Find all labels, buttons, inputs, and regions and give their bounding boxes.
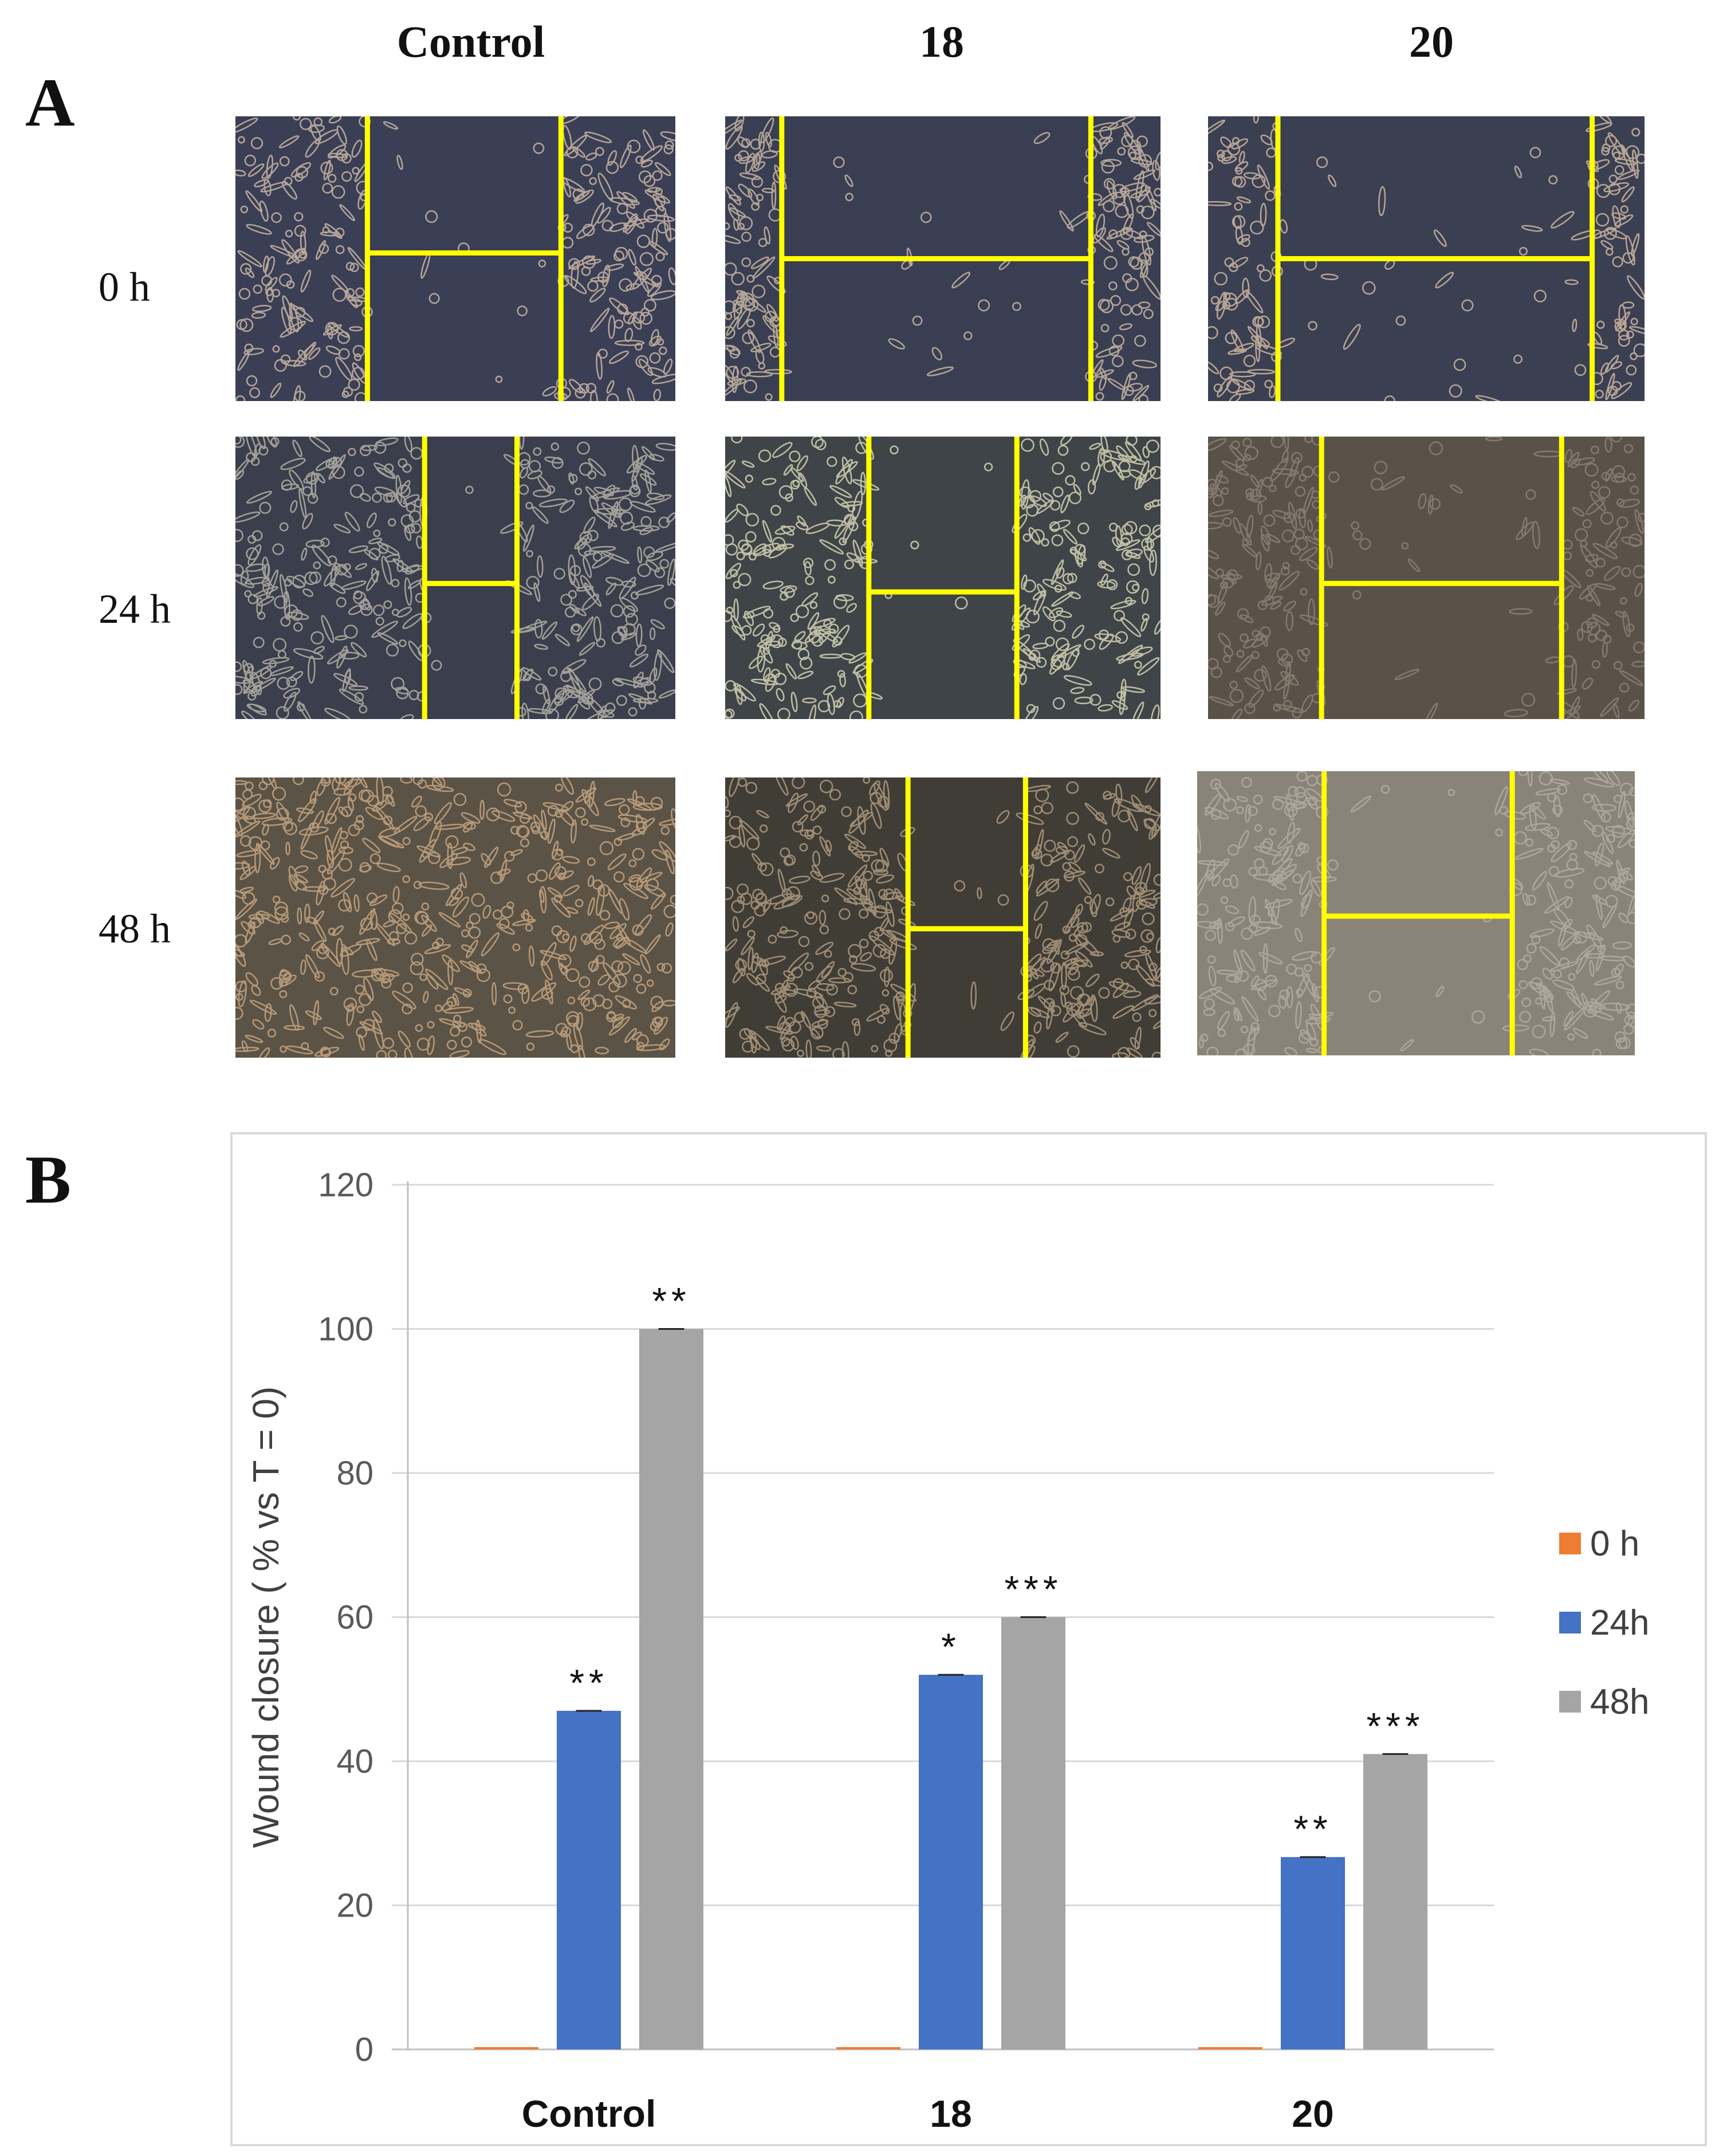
column-label-18: 18 [919, 17, 964, 66]
significance-label: ** [652, 1280, 690, 1322]
micrograph-18-0h-drawing [725, 116, 1161, 401]
bar-24h-18 [919, 1675, 983, 2049]
y-tick-label: 80 [336, 1455, 373, 1492]
x-tick-label: Control [522, 2092, 656, 2135]
significance-label: ** [1293, 1808, 1332, 1850]
micrograph-control-0h-drawing [235, 116, 675, 401]
bar-24h-20 [1281, 1857, 1345, 2049]
micrograph-18-24h [725, 437, 1161, 719]
micrograph-20-0h [1208, 116, 1645, 401]
y-tick-label: 120 [318, 1167, 373, 1204]
micrograph-20-24h [1208, 437, 1645, 719]
micrograph-18-0h [725, 116, 1161, 401]
micrograph-20-24h-drawing [1208, 437, 1645, 719]
y-tick-label: 40 [336, 1743, 373, 1780]
legend-swatch [1559, 1612, 1581, 1633]
legend-label: 0 h [1590, 1524, 1639, 1564]
column-label-control: Control [396, 17, 545, 66]
row-label-24h: 24 h [99, 586, 171, 632]
micrograph-18-24h-drawing [725, 437, 1161, 719]
row-label-0h: 0 h [99, 264, 150, 310]
legend-label: 48h [1590, 1682, 1649, 1722]
micrograph-control-48h-drawing [235, 777, 675, 1058]
bar-24h-Control [557, 1710, 621, 2049]
significance-label: ** [569, 1662, 608, 1704]
chart-frame [230, 1132, 1707, 2146]
micrograph-20-48h [1197, 771, 1635, 1055]
bar-0h-20 [1198, 2047, 1262, 2049]
micrograph-20-48h-drawing [1197, 771, 1635, 1055]
panel-a-letter: A [25, 64, 75, 140]
x-tick-label: 20 [1292, 2092, 1333, 2135]
x-tick-label: 18 [930, 2092, 971, 2135]
bar-48h-20 [1363, 1754, 1427, 2049]
micrograph-control-0h [235, 116, 675, 401]
row-label-48h: 48 h [99, 906, 171, 952]
bar-48h-18 [1001, 1617, 1065, 2049]
micrograph-control-48h [235, 777, 675, 1058]
panel-b-letter: B [25, 1141, 72, 1218]
legend-label: 24h [1590, 1603, 1649, 1643]
y-tick-label: 100 [318, 1311, 373, 1348]
y-tick-label: 20 [336, 1887, 373, 1925]
y-axis-title: Wound closure ( % vs T = 0) [245, 1387, 286, 1848]
column-label-20: 20 [1409, 17, 1454, 66]
bar-48h-Control [639, 1329, 703, 2049]
bar-0h-18 [836, 2047, 900, 2049]
micrograph-18-48h-drawing [725, 777, 1161, 1058]
micrograph-control-24h [235, 437, 675, 719]
micrograph-control-24h-drawing [235, 437, 675, 719]
bar-0h-Control [474, 2047, 538, 2049]
significance-label: * [941, 1625, 961, 1668]
legend-swatch [1559, 1533, 1581, 1554]
micrograph-20-0h-drawing [1208, 116, 1645, 401]
significance-label: *** [1366, 1705, 1424, 1747]
micrograph-18-48h [725, 777, 1161, 1058]
y-tick-label: 0 [355, 2031, 373, 2068]
y-tick-label: 60 [336, 1599, 373, 1636]
significance-label: *** [1004, 1568, 1062, 1611]
legend-swatch [1559, 1691, 1581, 1713]
